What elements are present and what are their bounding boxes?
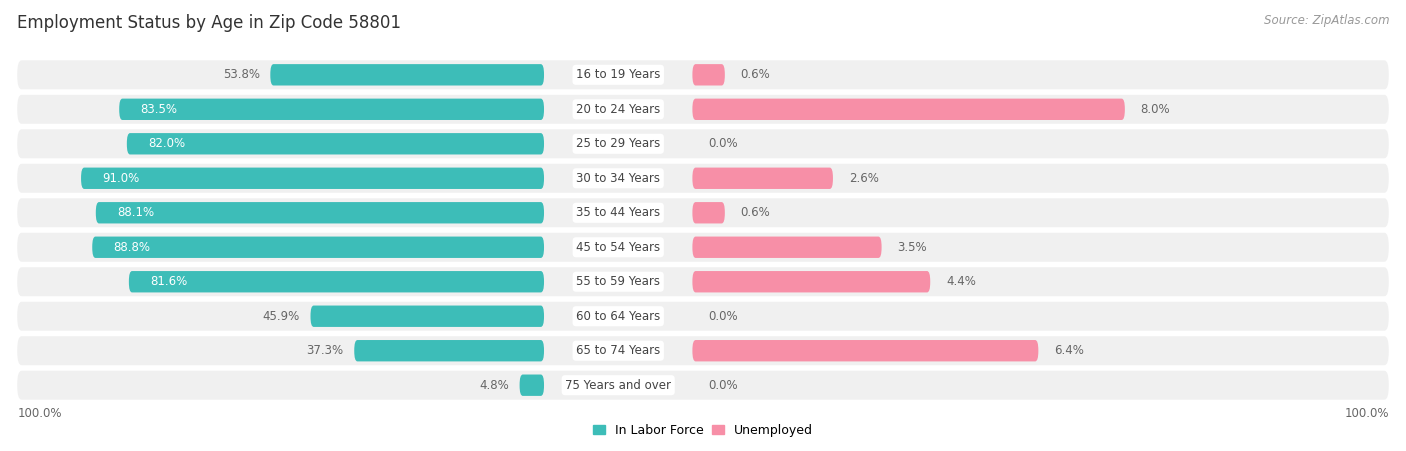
Text: 83.5%: 83.5% — [141, 103, 177, 116]
Text: 0.0%: 0.0% — [709, 310, 738, 323]
Text: 4.4%: 4.4% — [946, 275, 976, 288]
Text: 75 Years and over: 75 Years and over — [565, 379, 671, 392]
FancyBboxPatch shape — [127, 133, 544, 155]
Text: 2.6%: 2.6% — [849, 172, 879, 185]
Text: 60 to 64 Years: 60 to 64 Years — [576, 310, 661, 323]
Text: 0.6%: 0.6% — [741, 206, 770, 219]
Text: 55 to 59 Years: 55 to 59 Years — [576, 275, 661, 288]
Text: 82.0%: 82.0% — [148, 137, 186, 150]
FancyBboxPatch shape — [354, 340, 544, 361]
FancyBboxPatch shape — [520, 374, 544, 396]
Text: 3.5%: 3.5% — [897, 241, 927, 254]
Text: 25 to 29 Years: 25 to 29 Years — [576, 137, 661, 150]
Text: 88.8%: 88.8% — [114, 241, 150, 254]
FancyBboxPatch shape — [17, 95, 1389, 124]
FancyBboxPatch shape — [17, 198, 1389, 227]
FancyBboxPatch shape — [129, 271, 544, 292]
Text: 20 to 24 Years: 20 to 24 Years — [576, 103, 661, 116]
FancyBboxPatch shape — [17, 60, 1389, 89]
FancyBboxPatch shape — [93, 237, 544, 258]
Text: 35 to 44 Years: 35 to 44 Years — [576, 206, 661, 219]
Text: 100.0%: 100.0% — [1344, 407, 1389, 419]
Text: 6.4%: 6.4% — [1054, 344, 1084, 357]
Text: Employment Status by Age in Zip Code 58801: Employment Status by Age in Zip Code 588… — [17, 14, 401, 32]
Text: 8.0%: 8.0% — [1140, 103, 1170, 116]
Text: 45 to 54 Years: 45 to 54 Years — [576, 241, 661, 254]
FancyBboxPatch shape — [692, 237, 882, 258]
FancyBboxPatch shape — [692, 202, 725, 223]
FancyBboxPatch shape — [17, 371, 1389, 400]
FancyBboxPatch shape — [120, 99, 544, 120]
FancyBboxPatch shape — [17, 129, 1389, 158]
Text: 4.8%: 4.8% — [479, 379, 509, 392]
Text: 45.9%: 45.9% — [263, 310, 299, 323]
Text: 65 to 74 Years: 65 to 74 Years — [576, 344, 661, 357]
Text: Source: ZipAtlas.com: Source: ZipAtlas.com — [1264, 14, 1389, 27]
FancyBboxPatch shape — [17, 233, 1389, 262]
Text: 30 to 34 Years: 30 to 34 Years — [576, 172, 661, 185]
FancyBboxPatch shape — [311, 305, 544, 327]
FancyBboxPatch shape — [17, 267, 1389, 296]
FancyBboxPatch shape — [692, 271, 931, 292]
Text: 100.0%: 100.0% — [17, 407, 62, 419]
FancyBboxPatch shape — [96, 202, 544, 223]
FancyBboxPatch shape — [692, 168, 832, 189]
Text: 91.0%: 91.0% — [103, 172, 139, 185]
FancyBboxPatch shape — [270, 64, 544, 86]
FancyBboxPatch shape — [17, 336, 1389, 365]
Text: 81.6%: 81.6% — [150, 275, 187, 288]
Text: 53.8%: 53.8% — [222, 68, 260, 81]
FancyBboxPatch shape — [17, 164, 1389, 193]
Legend: In Labor Force, Unemployed: In Labor Force, Unemployed — [588, 419, 818, 442]
Text: 0.0%: 0.0% — [709, 379, 738, 392]
Text: 37.3%: 37.3% — [307, 344, 343, 357]
Text: 88.1%: 88.1% — [117, 206, 155, 219]
FancyBboxPatch shape — [82, 168, 544, 189]
FancyBboxPatch shape — [692, 64, 725, 86]
Text: 0.0%: 0.0% — [709, 137, 738, 150]
Text: 16 to 19 Years: 16 to 19 Years — [576, 68, 661, 81]
FancyBboxPatch shape — [692, 340, 1039, 361]
FancyBboxPatch shape — [692, 99, 1125, 120]
Text: 0.6%: 0.6% — [741, 68, 770, 81]
FancyBboxPatch shape — [17, 302, 1389, 331]
